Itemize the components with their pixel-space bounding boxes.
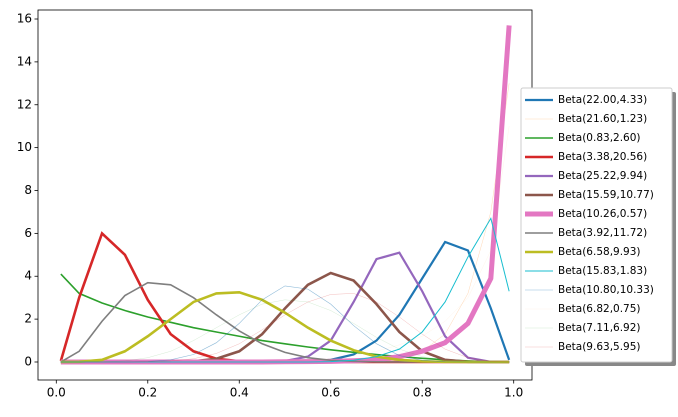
legend-label: Beta(9.63,5.95): [558, 341, 641, 353]
legend-label: Beta(0.83,2.60): [558, 132, 641, 144]
series-line: [60, 126, 510, 363]
series-line: [60, 299, 510, 363]
y-tick-label: 8: [24, 183, 32, 197]
legend-label: Beta(25.22,9.94): [558, 170, 647, 182]
y-tick-label: 4: [24, 269, 32, 283]
legend-label: Beta(10.80,10.33): [558, 284, 654, 296]
y-tick-label: 2: [24, 312, 32, 326]
y-tick-label: 14: [17, 54, 32, 68]
x-tick-label: 1.0: [504, 386, 523, 400]
legend-label: Beta(15.59,10.77): [558, 189, 654, 201]
legend-label: Beta(10.26,0.57): [558, 208, 647, 220]
legend-label: Beta(3.92,11.72): [558, 227, 647, 239]
y-tick-label: 6: [24, 226, 32, 240]
series-line: [60, 217, 510, 363]
y-tick-label: 12: [17, 97, 32, 111]
series-line: [60, 285, 510, 363]
y-tick-label: 0: [24, 354, 32, 368]
x-tick-label: 0.8: [413, 386, 432, 400]
legend-label: Beta(7.11,6.92): [558, 322, 641, 334]
legend-label: Beta(15.83,1.83): [558, 265, 647, 277]
y-tick-label: 16: [17, 12, 32, 26]
series-line: [60, 293, 510, 363]
series-line: [60, 273, 510, 363]
x-tick-label: 0.6: [321, 386, 340, 400]
y-tick-label: 10: [17, 140, 32, 154]
plot-frame: [37, 9, 533, 381]
legend-label: Beta(3.38,20.56): [558, 151, 647, 163]
legend-label: Beta(6.58,9.93): [558, 246, 641, 258]
series-line: [60, 83, 510, 363]
series-line: [60, 291, 510, 364]
x-tick-label: 0.4: [230, 386, 249, 400]
legend-label: Beta(21.60,1.23): [558, 113, 647, 125]
x-tick-label: 0.0: [47, 386, 66, 400]
legend-box: [520, 87, 673, 363]
legend-label: Beta(22.00,4.33): [558, 94, 647, 106]
legend-label: Beta(6.82,0.75): [558, 303, 641, 315]
x-tick-label: 0.2: [138, 386, 157, 400]
